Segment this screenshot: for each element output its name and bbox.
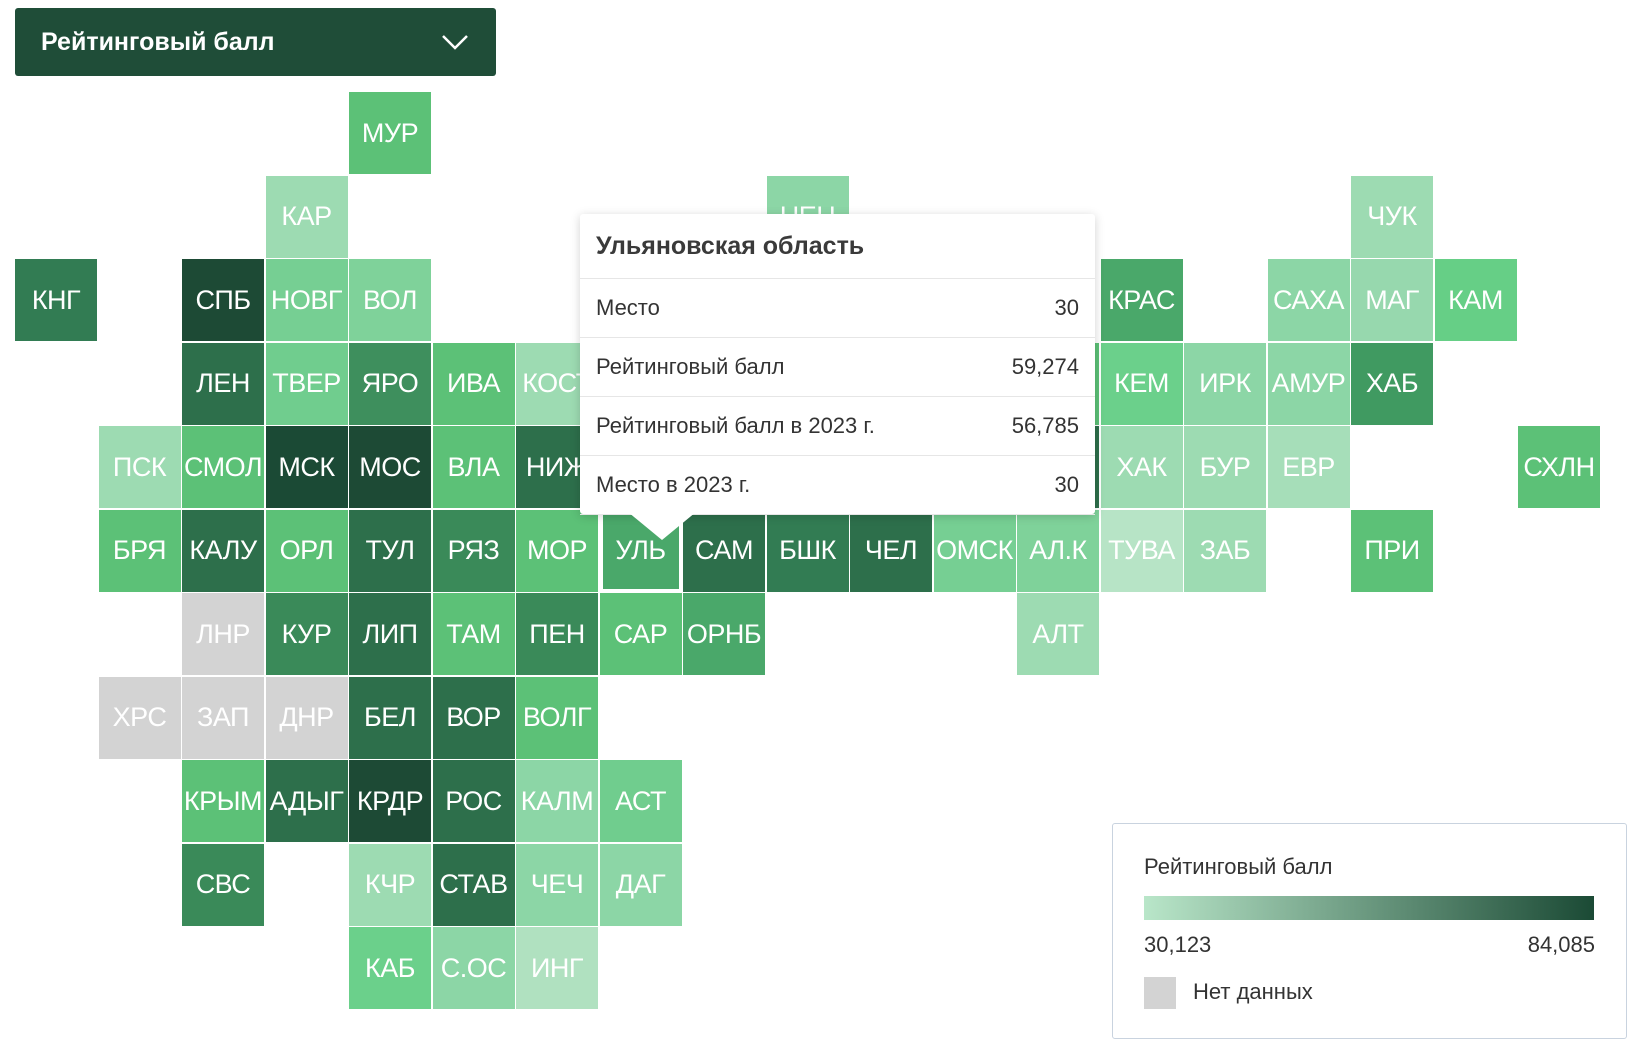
region-tile[interactable]: СПБ [182,259,264,341]
region-tile[interactable]: ВЛА [432,426,515,508]
region-tile[interactable]: КЕМ [1100,342,1183,425]
region-tile[interactable]: САМ [683,509,765,592]
region-tile[interactable]: КУР [265,593,348,675]
region-tile[interactable]: БУР [1184,426,1266,508]
region-tile[interactable]: НОВГ [265,259,348,341]
tooltip-row-value: 30 [1054,472,1079,497]
region-tile[interactable]: СМОЛ [182,426,264,508]
region-tile[interactable]: СХЛН [1518,426,1600,508]
region-tile[interactable]: ВОР [432,676,515,759]
tooltip-row-value: 30 [1054,295,1079,320]
region-tile[interactable]: ЕВР [1267,426,1350,508]
region-tile[interactable]: МАГ [1351,259,1433,341]
region-tile[interactable]: АМУР [1267,342,1350,425]
chevron-down-icon [440,32,470,52]
region-tile[interactable]: ЯРО [349,342,431,425]
region-tile[interactable]: КАЛУ [182,509,264,592]
tooltip-row-label: Рейтинговый балл [596,354,785,379]
tooltip-row-rank: Место 30 [580,279,1095,338]
region-tile[interactable]: ЧУК [1351,175,1433,258]
tooltip-arrow [628,512,696,540]
region-tile[interactable]: МСК [265,426,348,508]
region-tile[interactable]: КАЛМ [516,760,598,842]
region-tile[interactable]: АЛ.К [1017,509,1099,592]
region-tile[interactable]: ХАК [1100,426,1183,508]
region-tile[interactable]: КРЫМ [182,760,264,842]
region-tile[interactable]: МУР [349,92,431,174]
region-tile[interactable]: АСТ [599,760,682,842]
legend-no-data-label: Нет данных [1193,979,1313,1004]
region-tile[interactable]: ВОЛ [349,259,431,341]
tooltip-row-label: Место в 2023 г. [596,472,751,497]
legend-min-value: 30,123 [1144,932,1212,957]
tooltip-row-label: Место [596,295,660,320]
region-tile[interactable]: ОМСК [933,509,1016,592]
map-legend: Рейтинговый балл 30,123 84,085 Нет данны… [1112,823,1627,1039]
region-tile[interactable]: ПЕН [516,593,598,675]
region-tile[interactable]: ВОЛГ [516,676,598,759]
tooltip-row-value: 56,785 [1011,413,1079,438]
region-tile[interactable]: С.ОС [432,927,515,1009]
region-tile[interactable]: ПРИ [1351,509,1433,592]
region-tile[interactable]: КРАС [1100,259,1183,341]
region-tile[interactable]: ИНГ [516,927,598,1009]
region-tile[interactable]: РОС [432,760,515,842]
region-tile[interactable]: АДЫГ [265,760,348,842]
region-tile[interactable]: ЛЕН [182,342,264,425]
region-tile[interactable]: ДНР [265,676,348,759]
region-tile[interactable]: КАР [265,175,348,258]
region-tile[interactable]: МОС [349,426,431,508]
region-tile[interactable]: ЛНР [182,593,264,675]
region-tile[interactable]: ИРК [1184,342,1266,425]
region-tile[interactable]: ТВЕР [265,342,348,425]
region-tile[interactable]: ПСК [98,426,181,508]
region-tile[interactable]: СВС [182,843,264,926]
legend-title: Рейтинговый балл [1144,854,1333,879]
region-tile[interactable]: ЗАП [182,676,264,759]
region-tile[interactable]: ИВА [432,342,515,425]
indicator-dropdown[interactable]: Рейтинговый балл [15,8,496,76]
indicator-dropdown-label: Рейтинговый балл [41,27,275,56]
region-tile[interactable]: МОР [516,509,598,592]
region-tile[interactable]: КРДР [349,760,431,842]
region-tile[interactable]: ТУВА [1100,509,1183,592]
region-tile[interactable]: ХРС [98,676,181,759]
region-tile[interactable]: БЕЛ [349,676,431,759]
region-tile[interactable]: ОРНБ [683,593,765,675]
tooltip-row-rank-2023: Место в 2023 г. 30 [580,456,1095,515]
region-tile[interactable]: САХА [1267,259,1350,341]
tooltip-row-score-2023: Рейтинговый балл в 2023 г. 56,785 [580,397,1095,456]
region-tile[interactable]: САР [599,593,682,675]
region-tile[interactable]: ХАБ [1351,342,1433,425]
region-tile[interactable]: БРЯ [98,509,181,592]
legend-no-data-swatch [1144,977,1176,1009]
region-tooltip: Ульяновская область Место 30 Рейтинговый… [580,214,1095,540]
tooltip-row-score: Рейтинговый балл 59,274 [580,338,1095,397]
tooltip-title: Ульяновская область [580,214,1095,279]
region-tile[interactable]: ЧЕЧ [516,843,598,926]
region-tile[interactable]: ТАМ [432,593,515,675]
region-tile[interactable]: РЯЗ [432,509,515,592]
region-tile[interactable]: БШК [766,509,849,592]
region-tile[interactable]: КНГ [15,259,97,341]
legend-max-value: 84,085 [1527,932,1595,957]
region-tile[interactable]: ТУЛ [349,509,431,592]
region-tile[interactable]: КАМ [1434,259,1517,341]
region-tile[interactable]: ЧЕЛ [850,509,932,592]
tooltip-row-label: Рейтинговый балл в 2023 г. [596,413,875,438]
region-tile[interactable]: ОРЛ [265,509,348,592]
tooltip-row-value: 59,274 [1011,354,1079,379]
legend-gradient-bar [1144,896,1594,920]
region-tile[interactable]: ЗАБ [1184,509,1266,592]
region-tile[interactable]: КЧР [349,843,431,926]
region-tile[interactable]: АЛТ [1017,593,1099,675]
region-tile[interactable]: СТАВ [432,843,515,926]
region-tile[interactable]: ЛИП [349,593,431,675]
region-tile[interactable]: КАБ [349,927,431,1009]
region-tile[interactable]: ДАГ [599,843,682,926]
